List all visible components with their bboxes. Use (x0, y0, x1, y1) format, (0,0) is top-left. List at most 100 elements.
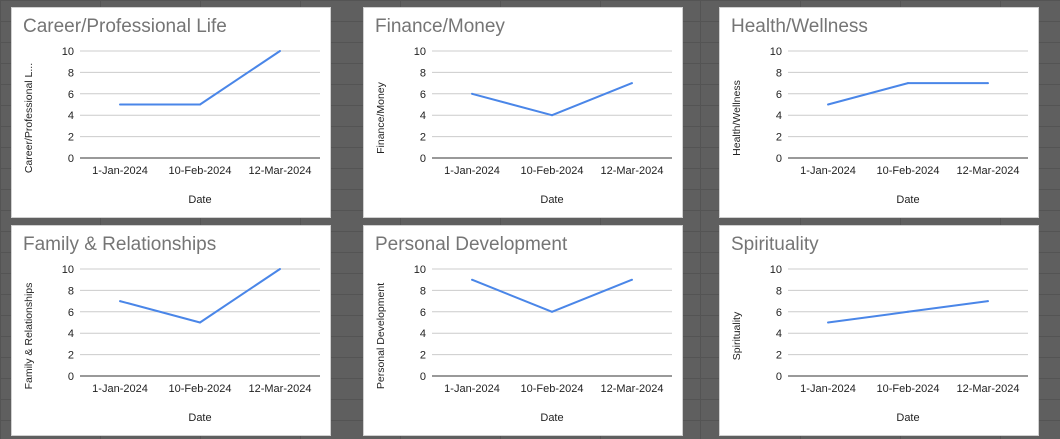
x-tick-label: 10-Feb-2024 (877, 383, 940, 395)
data-point (987, 300, 989, 303)
x-axis-label: Date (188, 412, 212, 424)
data-point (907, 82, 909, 85)
y-tick-label: 4 (68, 328, 74, 340)
data-point (827, 321, 829, 324)
x-tick-label: 1-Jan-2024 (800, 383, 856, 395)
y-tick-label: 2 (68, 132, 74, 144)
y-tick-label: 8 (68, 285, 74, 297)
chart-card-career[interactable]: Career/Professional Life Career/Professi… (11, 7, 331, 218)
y-tick-label: 10 (414, 264, 426, 276)
y-tick-label: 4 (420, 328, 426, 340)
x-tick-label: 12-Mar-2024 (957, 165, 1020, 177)
data-point (551, 114, 553, 117)
y-tick-label: 10 (62, 264, 74, 276)
y-tick-label: 6 (420, 89, 426, 101)
data-point (119, 300, 121, 303)
x-tick-label: 10-Feb-2024 (169, 165, 232, 177)
y-tick-label: 8 (68, 67, 74, 79)
x-tick-label: 1-Jan-2024 (92, 165, 148, 177)
y-tick-label: 0 (68, 153, 74, 165)
y-tick-label: 10 (770, 264, 782, 276)
chart-title: Health/Wellness (731, 16, 868, 37)
x-tick-label: 10-Feb-2024 (521, 165, 584, 177)
data-point (279, 50, 281, 52)
series-line (471, 278, 633, 313)
x-tick-label: 10-Feb-2024 (877, 165, 940, 177)
y-tick-label: 6 (68, 307, 74, 319)
y-tick-label: 4 (68, 110, 74, 122)
x-tick-label: 12-Mar-2024 (601, 383, 664, 395)
chart-title: Finance/Money (375, 16, 505, 37)
x-tick-label: 1-Jan-2024 (444, 165, 500, 177)
chart-title: Spirituality (731, 234, 819, 255)
data-point (119, 103, 121, 106)
line-chart: 0 2 4 6 8 10 1-Jan-2024 10-Feb-2024 12-Mar-2024 (414, 46, 672, 177)
series-line (471, 82, 633, 117)
x-axis-label: Date (540, 412, 564, 424)
chart-title: Family & Relationships (23, 234, 217, 255)
y-tick-label: 8 (420, 285, 426, 297)
chart-title: Personal Development (375, 234, 568, 255)
x-axis-label: Date (540, 194, 564, 206)
series-line (119, 268, 281, 324)
data-point (987, 82, 989, 85)
y-tick-label: 0 (68, 371, 74, 383)
series-line (120, 50, 281, 106)
data-point (631, 82, 633, 85)
data-point (551, 310, 553, 313)
x-axis-label: Date (896, 194, 920, 206)
y-tick-label: 4 (776, 328, 782, 340)
y-tick-label: 6 (776, 307, 782, 319)
y-tick-label: 8 (776, 67, 782, 79)
y-tick-label: 10 (62, 46, 74, 58)
chart-card-spirituality[interactable]: Spirituality Spirituality Date 0 2 4 6 8 10 1-… (719, 225, 1039, 436)
y-tick-label: 8 (776, 285, 782, 297)
y-tick-label: 0 (420, 371, 426, 383)
y-tick-label: 2 (420, 132, 426, 144)
data-point (199, 103, 201, 106)
line-chart: 0 2 4 6 8 10 1-Jan-2024 10-Feb-2024 12-Mar-2024 (414, 264, 672, 395)
chart-card-finance[interactable]: Finance/Money Finance/Money Date 0 2 4 6 8 10… (363, 7, 683, 218)
y-tick-label: 0 (776, 371, 782, 383)
x-axis-label: Date (896, 412, 920, 424)
x-tick-label: 10-Feb-2024 (169, 383, 232, 395)
x-tick-label: 12-Mar-2024 (249, 383, 312, 395)
x-tick-label: 12-Mar-2024 (249, 165, 312, 177)
chart-title: Career/Professional Life (23, 16, 227, 37)
y-tick-label: 2 (776, 350, 782, 362)
x-axis-label: Date (188, 194, 212, 206)
data-point (279, 268, 281, 270)
y-tick-label: 2 (420, 350, 426, 362)
y-tick-label: 2 (68, 350, 74, 362)
y-tick-label: 4 (420, 110, 426, 122)
chart-card-personal-development[interactable]: Personal Development Personal Developmen… (363, 225, 683, 436)
x-tick-label: 1-Jan-2024 (92, 383, 148, 395)
x-tick-label: 1-Jan-2024 (444, 383, 500, 395)
line-chart: 0 2 4 6 8 10 1-Jan-2024 10-Feb-2024 12-Mar-2024 (770, 46, 1028, 177)
chart-card-family[interactable]: Family & Relationships Family & Relation… (11, 225, 331, 436)
data-point (631, 278, 633, 281)
line-chart: 0 2 4 6 8 10 1-Jan-2024 10-Feb-2024 12-Mar-2024 (62, 264, 320, 395)
y-tick-label: 10 (770, 46, 782, 58)
x-tick-label: 12-Mar-2024 (601, 165, 664, 177)
x-tick-label: 10-Feb-2024 (521, 383, 584, 395)
x-tick-label: 1-Jan-2024 (800, 165, 856, 177)
y-tick-label: 0 (776, 153, 782, 165)
y-tick-label: 10 (414, 46, 426, 58)
x-tick-label: 12-Mar-2024 (957, 383, 1020, 395)
data-point (471, 92, 473, 95)
line-chart: 0 2 4 6 8 10 1-Jan-2024 10-Feb-2024 12-Mar-2024 (62, 46, 320, 177)
y-tick-label: 6 (68, 89, 74, 101)
y-tick-label: 0 (420, 153, 426, 165)
data-point (471, 278, 473, 281)
y-tick-label: 4 (776, 110, 782, 122)
y-tick-label: 6 (776, 89, 782, 101)
line-chart: 0 2 4 6 8 10 1-Jan-2024 10-Feb-2024 12-Mar-2024 (770, 264, 1028, 395)
y-tick-label: 6 (420, 307, 426, 319)
y-tick-label: 2 (776, 132, 782, 144)
data-point (199, 321, 201, 324)
data-point (827, 103, 829, 106)
data-point (907, 310, 909, 313)
y-tick-label: 8 (420, 67, 426, 79)
